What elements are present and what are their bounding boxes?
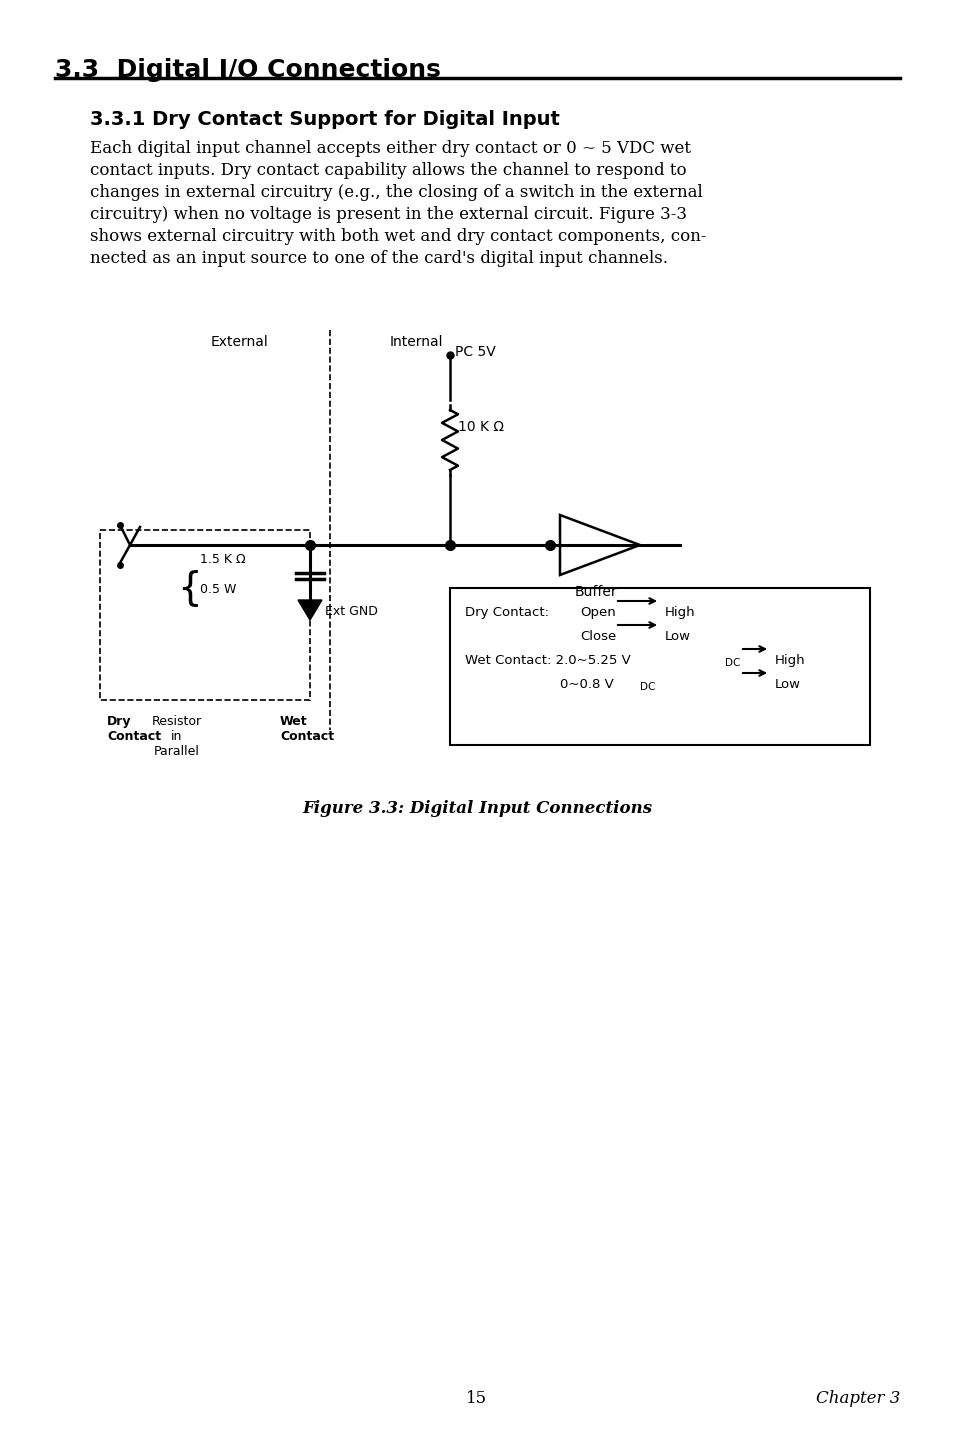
Text: Buffer: Buffer [575,585,617,599]
Text: 3.3  Digital I/O Connections: 3.3 Digital I/O Connections [55,59,440,82]
Text: High: High [664,606,695,619]
Text: changes in external circuitry (e.g., the closing of a switch in the external: changes in external circuitry (e.g., the… [90,184,702,202]
Polygon shape [297,601,322,621]
Text: Each digital input channel accepts either dry contact or 0 ~ 5 VDC wet: Each digital input channel accepts eithe… [90,140,690,157]
Text: Internal: Internal [390,335,443,349]
Text: 3.3.1 Dry Contact Support for Digital Input: 3.3.1 Dry Contact Support for Digital In… [90,110,559,129]
Text: External: External [211,335,269,349]
Text: Low: Low [664,631,690,644]
Text: Wet
Contact: Wet Contact [280,715,334,744]
Text: High: High [774,654,804,666]
Text: shows external circuitry with both wet and dry contact components, con-: shows external circuitry with both wet a… [90,227,706,245]
Text: nected as an input source to one of the card's digital input channels.: nected as an input source to one of the … [90,250,667,267]
Text: Low: Low [774,678,801,691]
Text: Wet Contact: 2.0~5.25 V: Wet Contact: 2.0~5.25 V [464,654,630,666]
Text: 0~0.8 V: 0~0.8 V [559,678,613,691]
Text: Dry Contact:: Dry Contact: [464,606,548,619]
Text: Resistor
in
Parallel: Resistor in Parallel [152,715,202,758]
Text: 15: 15 [466,1390,487,1407]
Text: Dry
Contact: Dry Contact [107,715,161,744]
Text: 10 K Ω: 10 K Ω [457,420,503,433]
Text: contact inputs. Dry contact capability allows the channel to respond to: contact inputs. Dry contact capability a… [90,162,686,179]
Text: {: { [177,569,202,606]
Bar [450,588,869,745]
Text: DC: DC [724,658,740,668]
Text: PC 5V: PC 5V [455,345,496,359]
Text: Close: Close [579,631,616,644]
Text: Figure 3.3: Digital Input Connections: Figure 3.3: Digital Input Connections [301,799,652,817]
Text: Ext GND: Ext GND [325,605,377,618]
Text: Chapter 3: Chapter 3 [815,1390,899,1407]
Text: 0.5 W: 0.5 W [200,583,236,596]
Text: DC: DC [639,682,655,692]
Text: Open: Open [579,606,615,619]
Text: circuitry) when no voltage is present in the external circuit. Figure 3-3: circuitry) when no voltage is present in… [90,206,686,223]
Text: 1.5 K Ω: 1.5 K Ω [200,553,245,566]
